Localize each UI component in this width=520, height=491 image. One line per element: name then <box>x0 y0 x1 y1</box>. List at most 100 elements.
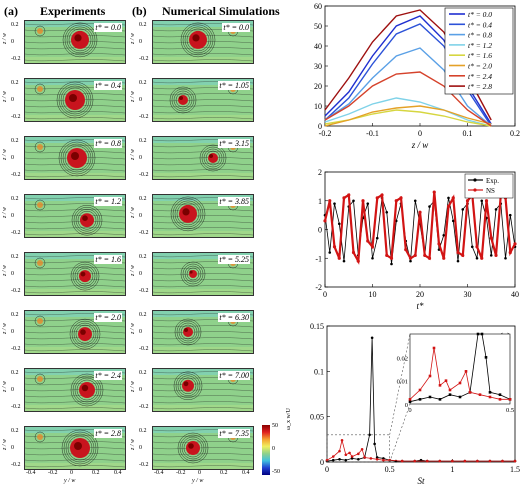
panel-a-title: Experiments <box>40 4 106 18</box>
y-tick-label: -0.4 <box>154 470 164 476</box>
z-tick-label: 0.2 <box>11 138 19 144</box>
data-point <box>348 451 351 455</box>
x-tick-label: 0.2 <box>510 129 520 138</box>
inset-data-point <box>418 398 422 401</box>
z-axis-label: z / w <box>130 438 136 450</box>
data-point <box>427 256 432 260</box>
y-tick-label: 0 <box>70 470 73 476</box>
exp-vorticity-panel: t* = 2.8 <box>24 426 126 470</box>
z-axis-label: z / w <box>130 264 136 276</box>
z-tick-label: 0.2 <box>139 254 147 260</box>
z-axis-label: z / w <box>2 322 8 334</box>
data-point <box>380 193 384 197</box>
y-tick-label: 0.1 <box>314 367 324 376</box>
x-tick-label: 1.5 <box>510 465 520 474</box>
x-tick-label: 10 <box>369 290 377 299</box>
data-point <box>451 219 455 223</box>
legend-entry: t* = 0.8 <box>468 31 492 40</box>
z-tick-label: -0.2 <box>11 172 21 178</box>
z-tick-label: -0.2 <box>139 462 149 468</box>
exp-vorticity-panel: t* = 2.4 <box>24 368 126 412</box>
z-tick-label: 0 <box>139 213 142 219</box>
data-point <box>489 236 493 240</box>
data-point <box>363 456 366 459</box>
time-label: t* = 0.8 <box>94 139 122 148</box>
y-axis-label: y / w <box>192 478 204 484</box>
data-point <box>331 458 335 462</box>
z-tick-label: -0.2 <box>11 404 21 410</box>
zoom-connector <box>389 403 411 463</box>
data-point <box>513 242 517 246</box>
data-point <box>418 210 422 214</box>
data-point <box>451 459 454 463</box>
x-tick-label: 0.1 <box>463 129 473 138</box>
legend-entry: NS <box>486 187 495 195</box>
time-label: t* = 0.0 <box>222 23 250 32</box>
data-point <box>513 459 517 463</box>
data-point <box>371 256 374 260</box>
data-point <box>390 262 393 266</box>
legend-marker <box>473 178 477 182</box>
y-tick-label: 0.2 <box>92 470 100 476</box>
data-point <box>451 196 455 200</box>
data-point <box>350 457 354 460</box>
inset-data-point <box>438 384 442 387</box>
data-point <box>423 253 427 257</box>
data-point <box>347 193 351 197</box>
inset-data-point <box>488 391 492 394</box>
data-point <box>461 253 465 257</box>
x-tick-label: 40 <box>511 290 519 299</box>
data-point <box>351 250 356 255</box>
colorbar-tick: 50 <box>272 423 278 429</box>
panel-b-letter: (b) <box>132 4 147 18</box>
colorbar-tick: 0 <box>272 446 275 452</box>
y-tick-label: -2 <box>315 283 322 292</box>
data-point <box>456 250 460 255</box>
data-point <box>361 199 365 203</box>
z-axis-label: z / w <box>130 380 136 392</box>
y-tick-label: 0 <box>320 458 324 467</box>
inset-data-point <box>428 395 432 399</box>
z-tick-label: 0.2 <box>139 312 147 318</box>
colorbar-label: ω_x w/U <box>286 408 292 430</box>
z-tick-label: -0.2 <box>11 114 21 120</box>
inset-data-point <box>498 398 502 401</box>
series-line <box>326 440 515 462</box>
z-axis-label: z / w <box>2 206 8 218</box>
data-point <box>488 459 492 463</box>
time-label: t* = 2.4 <box>94 371 122 380</box>
inset-data-point <box>444 379 448 382</box>
z-tick-label: -0.2 <box>11 230 21 236</box>
y-tick-label: 20 <box>314 82 322 91</box>
series-line <box>324 97 492 127</box>
exp-vorticity-panel: t* = 2.0 <box>24 310 126 354</box>
z-tick-label: 0 <box>11 97 14 103</box>
data-point <box>328 199 332 203</box>
data-point <box>408 256 413 260</box>
legend-entry: Exp. <box>486 177 499 185</box>
inset-data-point <box>458 395 462 399</box>
data-point <box>413 459 417 463</box>
data-point <box>484 199 489 203</box>
x-axis-label: t* <box>416 301 424 311</box>
data-point <box>385 253 389 257</box>
inset-data-point <box>488 395 492 399</box>
z-tick-label: -0.2 <box>11 288 21 294</box>
inset-data-point <box>418 388 422 392</box>
data-point <box>399 196 403 200</box>
series-line <box>324 105 492 127</box>
inset-data-point <box>508 398 512 401</box>
data-point <box>350 455 354 458</box>
y-tick-label: 2 <box>318 168 322 177</box>
data-point <box>409 259 412 263</box>
y-axis-label: y / w <box>64 478 76 484</box>
data-point <box>504 256 507 260</box>
z-tick-label: 0 <box>11 155 14 161</box>
legend-entry: t* = 1.2 <box>468 41 492 50</box>
z-tick-label: 0.2 <box>139 138 147 144</box>
z-tick-label: 0 <box>139 39 142 45</box>
z-axis-label: z / w <box>2 380 8 392</box>
data-point <box>428 205 431 208</box>
colorbar-tick: -50 <box>272 469 280 475</box>
